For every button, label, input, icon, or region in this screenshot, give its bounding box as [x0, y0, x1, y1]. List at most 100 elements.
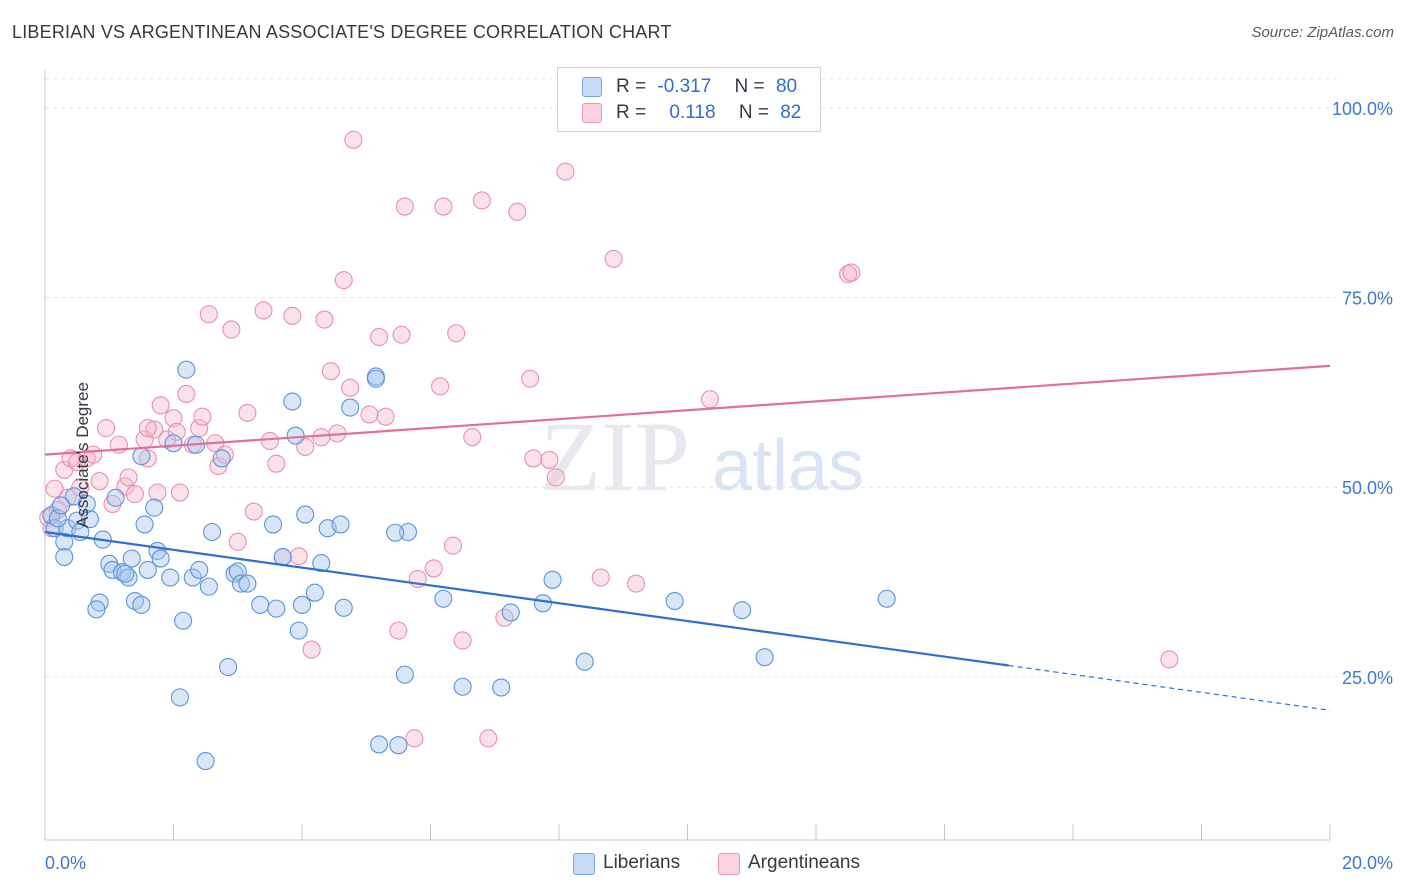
liberians-trend-extension [1008, 664, 1331, 711]
tick-labels: 25.0% 50.0% 75.0% 100.0% 0.0% 20.0% [45, 99, 1393, 873]
argentinean-point [302, 640, 321, 659]
liberian-point [199, 577, 218, 596]
liberian-point [228, 562, 247, 581]
liberian-point [212, 449, 231, 468]
argentinean-point [90, 472, 109, 491]
argentinean-point [151, 396, 170, 415]
argentinean-point [244, 502, 263, 521]
argentinean-point [334, 271, 353, 290]
y-axis-label: Associate's Degree [72, 382, 92, 528]
argentinean-point [312, 428, 331, 447]
liberian-point [161, 568, 180, 587]
liberian-point [434, 589, 453, 608]
argentinean-point [389, 621, 408, 640]
argentinean-point [447, 324, 466, 343]
r-value: -0.317 [657, 76, 712, 97]
argentinean-point [1160, 650, 1179, 669]
liberian-point [135, 515, 154, 534]
argentinean-point [524, 449, 543, 468]
y-tick-label: 50.0% [1342, 478, 1393, 498]
argentinean-point [431, 377, 450, 396]
trend-lines [44, 364, 1331, 711]
argentinean-point [45, 479, 64, 498]
argentinean-point [540, 450, 559, 469]
n-value: 82 [780, 102, 802, 123]
argentinean-point [170, 483, 189, 502]
liberians-legend-swatch [573, 853, 595, 875]
liberians-swatch [582, 77, 602, 97]
correlation-legend: R = -0.317 N = 80 R = 0.118 N = 82 [557, 67, 821, 132]
argentinean-point [392, 325, 411, 344]
y-tick-label: 75.0% [1342, 289, 1393, 309]
n-label: N = [734, 76, 765, 97]
r-label: R = [616, 102, 647, 123]
argentinean-point [148, 483, 167, 502]
liberians-trend-line [44, 530, 1009, 667]
liberian-point [106, 488, 125, 507]
argentinean-point [39, 508, 58, 527]
argentinean-point [254, 301, 273, 320]
argentinean-point [260, 431, 279, 451]
r-label: R = [616, 76, 647, 97]
liberian-point [55, 532, 74, 551]
liberian-point [386, 523, 405, 542]
liberian-point [283, 392, 302, 411]
liberian-point [755, 648, 774, 667]
argentineans-trend-line [44, 364, 1331, 456]
liberian-point [164, 434, 183, 453]
liberian-point [251, 595, 270, 614]
liberian-point [543, 570, 562, 589]
argentinean-point [138, 419, 157, 438]
argentinean-point [472, 191, 491, 210]
argentinean-point [193, 407, 212, 426]
argentinean-point [556, 162, 575, 181]
liberian-point [183, 568, 202, 587]
argentinean-point [96, 419, 116, 438]
argentineans-legend-label: Argentineans [748, 852, 860, 873]
liberian-point [341, 398, 360, 417]
liberian-point [77, 494, 96, 513]
liberian-point [305, 583, 324, 602]
argentinean-point [453, 631, 472, 650]
argentinean-point [521, 369, 540, 388]
liberian-point [55, 547, 74, 567]
liberian-point [225, 564, 244, 583]
liberian-point [292, 595, 312, 614]
argentinean-point [315, 310, 334, 329]
liberian-point [398, 522, 418, 542]
liberian-point [231, 574, 251, 593]
argentinean-point [58, 488, 77, 507]
liberian-point [151, 549, 170, 568]
liberian-point [145, 498, 164, 517]
argentinean-point [424, 559, 443, 578]
liberian-point [501, 603, 520, 622]
y-tick-label: 25.0% [1342, 668, 1393, 688]
liberian-point [203, 522, 222, 542]
r-value: 0.118 [669, 102, 716, 123]
chart-title: LIBERIAN VS ARGENTINEAN ASSOCIATE'S DEGR… [12, 22, 672, 42]
y-tick-label: 100.0% [1332, 99, 1393, 119]
liberian-point [87, 600, 106, 619]
liberian-point [177, 360, 196, 379]
argentinean-point [125, 485, 144, 504]
x-tick-label-max: 20.0% [1342, 853, 1393, 873]
liberian-point [264, 515, 283, 534]
liberian-point [238, 574, 257, 593]
liberian-point [219, 657, 238, 677]
argentinean-point [360, 405, 379, 424]
liberian-point [533, 594, 552, 613]
argentinean-point [627, 574, 646, 593]
liberian-point [877, 589, 896, 608]
argentinean-point [228, 532, 247, 551]
argentinean-point [376, 407, 395, 426]
source-credit: Source: ZipAtlas.com [1251, 24, 1394, 41]
argentinean-point [463, 428, 482, 447]
argentinean-point [68, 453, 87, 472]
argentinean-point [604, 249, 623, 268]
liberian-point [575, 652, 594, 671]
liberian-point [453, 677, 472, 696]
axes [44, 70, 1331, 841]
liberian-point [132, 447, 151, 466]
n-value: 80 [775, 76, 798, 97]
liberian-point [665, 591, 684, 611]
